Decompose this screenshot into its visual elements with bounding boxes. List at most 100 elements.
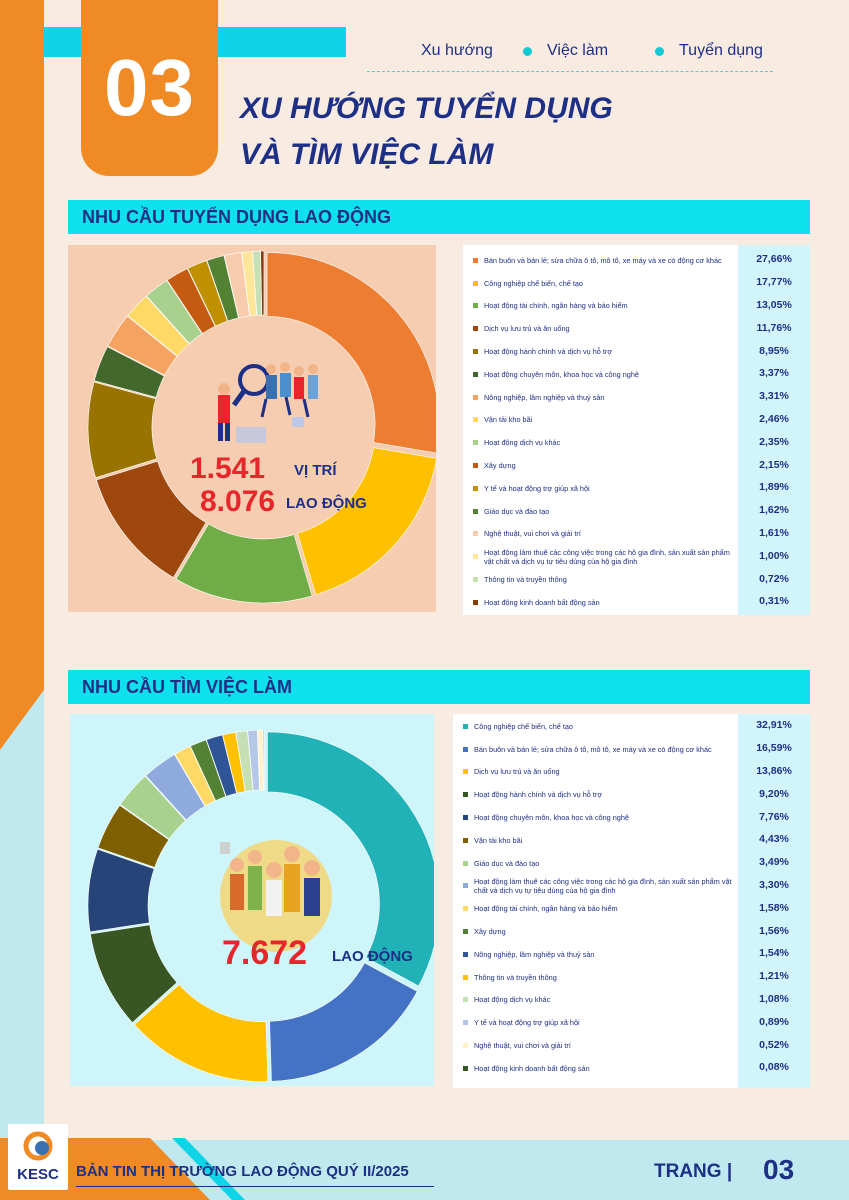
jobseeking-slice-5 [87,848,155,933]
jobseeking-donut-chart [87,729,434,1082]
jobseeking-value-label: 1,54% [759,947,789,960]
jobseeking-legend-label: Dịch vụ lưu trú và ăn uống [474,767,560,777]
jobseeking-legend-label: Hoạt động hành chính và dịch vụ hỗ trợ [474,790,603,800]
recruitment-legend-label: Thông tin và truyền thông [484,575,567,585]
jobseeking-slice-1 [267,731,434,987]
jobseeking-value-label: 13,86% [756,765,792,777]
jobseeking-value-label: 16,59% [756,742,792,755]
jobseeking-legend-swatch [463,951,468,957]
jobseeking-legend-swatch [463,815,468,821]
jobseeking-values-column [738,714,810,1088]
recruitment-legend-row: Công nghiệp chế biến, chế tạo [463,272,738,295]
recruitment-slice-5 [87,381,158,478]
bulletin-title: BẢN TIN THỊ TRƯỜNG LAO ĐỘNG QUÝ II/2025 [76,1163,409,1180]
recruitment-legend-row: Hoạt động hành chính và dịch vụ hỗ trợ [463,340,738,363]
recruitment-value-label: 1,61% [759,527,789,539]
recruitment-slice-3 [175,523,313,604]
jobseeking-legend-label: Hoạt động chuyên môn, khoa học và công n… [474,813,629,823]
recruitment-legend-row: Hoạt động tài chính, ngân hàng và bảo hi… [463,295,738,318]
jobseeking-slice-3 [133,984,269,1082]
recruitment-value-label: 1,89% [759,481,789,494]
left-orange-strip [0,0,44,690]
jobseekers-value: 7.672 [222,934,308,972]
jobseeking-legend-table: Công nghiệp chế biến, chế tạo 32,91% Bán b… [453,714,810,1088]
jobseeking-legend-swatch [463,769,468,775]
bulletin-underline [76,1186,434,1187]
recruitment-slice-4 [96,460,207,578]
jobseeking-slice-10 [190,739,227,801]
page-title-line2: VÀ TÌM VIỆC LÀM [240,138,494,171]
recruitment-legend-swatch [473,280,478,286]
recruitment-legend-swatch [473,485,478,491]
recruitment-legend-label: Hoạt động tài chính, ngân hàng và bảo hi… [484,301,628,311]
page-label: TRANG | [654,1161,733,1182]
recruitment-value-label: 27,66% [756,253,792,266]
recruitment-value-label: 3,37% [759,367,789,380]
jobseeking-slice-6 [97,804,170,868]
recruitment-value-label: 1,00% [759,549,789,562]
jobseeking-value-label: 3,49% [759,856,789,869]
jobseeking-slice-11 [206,734,237,797]
jobseeking-legend-swatch [463,1065,468,1071]
jobseeking-legend-swatch [463,746,468,752]
jobseeking-legend-label: Thông tin và truyền thông [474,972,557,982]
recruitment-legend-swatch [473,508,478,514]
recruitment-value-label: 2,35% [759,435,789,448]
jobseeking-legend-row: Hoạt động kinh doanh bất động sản [453,1057,738,1080]
page-title-line1: XU HƯỚNG TUYỂN DỤNG [240,92,613,125]
recruitment-legend-swatch [473,577,478,583]
jobseeking-legend-swatch [463,997,468,1003]
recruitment-legend-label: Nghệ thuật, vui chơi và giải trí [484,529,581,539]
jobseeking-slice-8 [145,754,206,821]
recruitment-legend-swatch [473,440,478,446]
section1-title: NHU CẦU TUYỂN DỤNG LAO ĐỘNG [82,207,391,227]
jobseeking-legend-row: Hoạt động làm thuê các công việc trong c… [453,875,738,898]
jobseeking-value-label: 32,91% [756,719,792,732]
recruitment-value-label: 1,62% [759,504,789,517]
jobseeking-legend-row: Nghệ thuật, vui chơi và giải trí [453,1034,738,1057]
jobseeking-value-label: 4,43% [759,833,789,846]
recruitment-value-label: 11,76% [756,321,792,334]
recruitment-legend-label: Hoạt động kinh doanh bất động sản [484,597,600,607]
recruitment-legend-row: Hoạt động làm thuê các công việc trong c… [463,545,738,568]
jobseeking-legend-label: Vận tải kho bãi [474,835,523,845]
recruitment-value-label: 17,77% [756,276,792,289]
section2-header: NHU CẦU TÌM VIỆC LÀM [68,670,810,704]
jobseeking-legend-swatch [463,723,468,729]
recruitment-slice-9 [146,279,203,344]
recruitment-slice-1 [266,252,436,454]
recruitment-legend-row: Nghệ thuật, vui chơi và giải trí [463,523,738,546]
recruitment-legend-label: Hoạt động hành chính và dịch vụ hỗ trợ [484,347,613,357]
jobseeking-illustration [220,840,332,952]
recruitment-slice-7 [107,315,178,376]
recruitment-value-label: 0,72% [759,572,789,585]
recruitment-value-label: 13,05% [756,299,792,311]
jobseeking-slice-4 [90,924,178,1024]
recruitment-legend-label: Công nghiệp chế biến, chế tạo [484,278,583,288]
left-blue-strip [0,740,44,1150]
jobseeking-legend-swatch [463,974,468,980]
jobseeking-legend-row: Hoạt động chuyên môn, khoa học và công n… [453,806,738,829]
jobseeking-legend-swatch [463,1020,468,1026]
jobseeking-legend-label: Hoạt động dịch vụ khác [474,995,551,1005]
workers-count: 8.076 [200,485,275,519]
recruitment-legend-label: Vận tải kho bãi [484,415,533,425]
jobseeking-slice-2 [269,962,418,1082]
jobseeking-legend-label: Công nghiệp chế biến, chế tạo [474,721,573,731]
jobseeking-slice-16 [262,729,265,791]
jobseeking-legend-row: Dịch vụ lưu trú và ăn uống [453,761,738,784]
section-number: 03 [81,0,218,176]
jobseeking-legend-row: Nông nghiệp, lâm nghiệp và thuỷ sản [453,943,738,966]
jobseeking-value-label: 3,30% [759,879,789,891]
jobseeking-legend-label: Hoạt động tài chính, ngân hàng và bảo hi… [474,904,618,914]
recruitment-legend-row: Hoạt động chuyên môn, khoa học và công n… [463,363,738,386]
recruitment-value-label: 2,15% [759,458,789,471]
jobseeking-value-label: 1,21% [759,970,789,983]
recruitment-legend-label: Y tế và hoạt động trợ giúp xã hội [484,483,590,493]
section1-header: NHU CẦU TUYỂN DỤNG LAO ĐỘNG [68,200,810,234]
tag-jobs: Việc làm [547,42,609,59]
recruitment-slice-6 [93,346,165,398]
tag-underline [367,71,773,72]
recruitment-slice-16 [260,250,265,316]
jobseeking-legend-label: Giáo dục và đào tạo [474,858,540,868]
